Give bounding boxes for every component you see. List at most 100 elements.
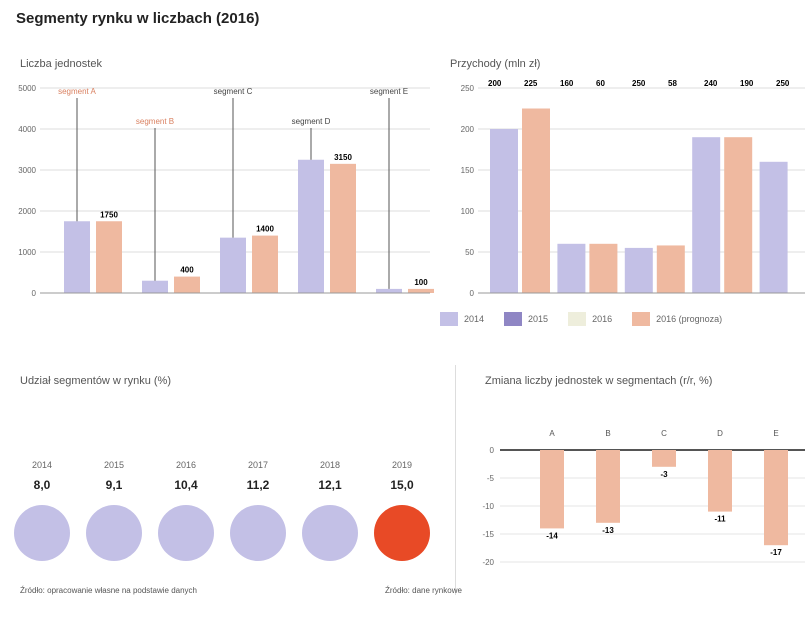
circle-year: 2017	[247, 460, 269, 470]
y-tick-label: -5	[487, 474, 495, 483]
legend-item: 2016 (prognoza)	[632, 312, 722, 326]
bar	[522, 108, 550, 293]
legend-swatch	[504, 312, 523, 326]
y-tick-label: 100	[461, 207, 475, 216]
circle-year: 2015	[103, 460, 125, 470]
top-label: 190	[740, 79, 754, 88]
legend: 2014 2015 2016 2016 (prognoza)	[440, 312, 722, 326]
y-tick-label: 150	[461, 166, 475, 175]
bar	[252, 235, 278, 293]
bar	[376, 288, 402, 293]
y-tick-label: 5000	[18, 84, 36, 93]
chart1-title: Liczba jednostek	[20, 58, 102, 70]
legend-label: 2015	[528, 314, 549, 324]
top-label: 240	[704, 79, 718, 88]
category-label: D	[717, 429, 723, 438]
chart-units: 0 1000 2000 3000 4000 5000 segment A segment B s…	[18, 84, 434, 298]
legend-item: 2016	[568, 312, 612, 326]
bar	[330, 163, 356, 293]
legend-label: 2016	[592, 314, 613, 324]
bar	[692, 137, 721, 293]
circle-year: 2018	[319, 460, 341, 470]
chart2-title: Przychody (mln zł)	[450, 58, 541, 70]
bar	[142, 280, 168, 293]
data-label: 1400	[256, 225, 274, 234]
bar	[174, 276, 200, 293]
top-label: 60	[596, 79, 605, 88]
circle-value: 8,0	[33, 478, 51, 492]
y-tick-label: 0	[32, 289, 37, 298]
data-label: 400	[180, 266, 194, 275]
top-label: 250	[632, 79, 646, 88]
bar	[540, 450, 564, 529]
chart3-title: Zmiana liczby jednostek w segmentach (r/…	[485, 375, 713, 387]
data-label: -17	[770, 548, 782, 557]
y-tick-label: 1000	[18, 248, 36, 257]
circle-year: 2016	[175, 460, 197, 470]
bar	[557, 243, 586, 293]
share-circle	[302, 505, 358, 561]
bar	[96, 221, 122, 293]
circles-title: Udział segmentów w rynku (%)	[20, 375, 171, 387]
page-title: Segmenty rynku w liczbach (2016)	[16, 10, 260, 27]
y-tick-label: -20	[482, 558, 494, 567]
bar	[708, 450, 732, 512]
y-tick-label: 0	[470, 289, 475, 298]
top-label: 160	[560, 79, 574, 88]
circle-value: 15,0	[390, 478, 414, 492]
y-tick-label: 4000	[18, 125, 36, 134]
legend-swatch	[440, 312, 458, 326]
share-circle	[230, 505, 286, 561]
annotation: segment C	[214, 87, 253, 96]
bar	[220, 237, 246, 293]
y-tick-label: 0	[490, 446, 495, 455]
share-circle	[14, 505, 70, 561]
category-label: C	[661, 429, 667, 438]
legend-label: 2014	[464, 314, 485, 324]
annotation: segment A	[58, 87, 96, 96]
circle-value: 10,4	[174, 478, 198, 492]
share-circle	[158, 505, 214, 561]
share-circle	[86, 505, 142, 561]
category-label: B	[605, 429, 610, 438]
y-tick-label: 250	[461, 84, 475, 93]
top-label: 58	[668, 79, 677, 88]
bar	[490, 129, 518, 293]
chart-change: 0 -5 -10 -15 -20 A -14 B -13 C -3 D -11 E -17	[482, 429, 805, 567]
data-label: 100	[414, 278, 428, 287]
data-label: -13	[602, 526, 614, 535]
bar	[408, 288, 434, 293]
y-tick-label: 3000	[18, 166, 36, 175]
bar	[64, 221, 90, 293]
annotation: segment D	[292, 117, 331, 126]
y-tick-label: 200	[461, 125, 475, 134]
share-circle	[374, 505, 430, 561]
bar	[656, 245, 685, 293]
bar	[298, 159, 324, 293]
legend-label: 2016 (prognoza)	[656, 314, 723, 324]
legend-item: 2015	[504, 312, 548, 326]
category-label: E	[773, 429, 778, 438]
footnote-1: Źródło: opracowanie własne na podstawie …	[20, 586, 197, 595]
data-label: -11	[714, 515, 726, 524]
footnote-2: Źródło: dane rynkowe	[385, 586, 462, 595]
y-tick-label: -15	[482, 530, 494, 539]
bar	[652, 450, 676, 467]
top-label: 250	[776, 79, 790, 88]
bar	[724, 137, 753, 293]
y-tick-label: -10	[482, 502, 494, 511]
data-label: -14	[546, 531, 558, 540]
divider	[455, 365, 456, 595]
legend-item: 2014	[440, 312, 484, 326]
annotation: segment E	[370, 87, 408, 96]
data-label: 3150	[334, 153, 352, 162]
category-label: A	[549, 429, 555, 438]
data-label: -3	[660, 470, 668, 479]
y-tick-label: 2000	[18, 207, 36, 216]
circle-year: 2014	[31, 460, 53, 470]
y-tick-label: 50	[465, 248, 474, 257]
annotation: segment B	[136, 117, 174, 126]
bar	[759, 161, 788, 293]
chart-revenue: 0 50 100 150 200 250 200 225 160 60 250 58 240 190 250	[461, 79, 805, 298]
bar	[764, 450, 788, 546]
